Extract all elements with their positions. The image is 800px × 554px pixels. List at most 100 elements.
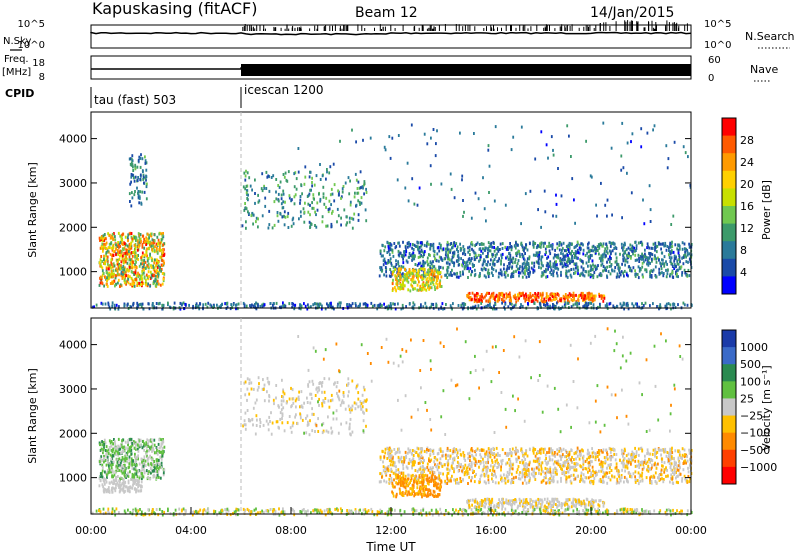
echo-point xyxy=(562,258,565,262)
echo-point xyxy=(353,195,356,199)
echo-point xyxy=(365,424,367,428)
echo-point xyxy=(103,258,105,262)
echo-point xyxy=(139,438,142,442)
echo-point xyxy=(593,298,596,302)
echo-point xyxy=(518,267,521,271)
echo-point xyxy=(157,282,160,286)
echo-point xyxy=(452,244,455,247)
echo-point xyxy=(643,466,645,470)
echo-point xyxy=(688,242,690,246)
echo-point xyxy=(483,207,486,211)
echo-point xyxy=(453,196,456,200)
echo-point xyxy=(492,253,494,257)
echo-point xyxy=(403,284,406,288)
echo-point xyxy=(556,271,558,275)
echo-point xyxy=(446,240,449,244)
echo-point xyxy=(347,377,350,381)
echo-point xyxy=(669,245,672,249)
echo-point xyxy=(580,272,583,276)
echo-point xyxy=(138,195,141,199)
echo-point xyxy=(335,417,338,421)
echo-point xyxy=(147,442,149,446)
echo-point xyxy=(618,275,621,279)
echo-point xyxy=(404,245,407,249)
echo-point xyxy=(430,268,433,272)
echo-point xyxy=(363,182,366,186)
echo-point xyxy=(325,224,327,228)
echo-point xyxy=(280,193,283,197)
echo-point xyxy=(220,304,222,307)
echo-point xyxy=(504,307,506,311)
echo-point xyxy=(356,191,359,195)
echo-point xyxy=(500,259,502,263)
echo-point xyxy=(254,192,256,195)
echo-point xyxy=(547,262,549,266)
echo-point xyxy=(229,307,232,311)
echo-point xyxy=(115,243,117,247)
echo-point xyxy=(108,233,111,237)
echo-point xyxy=(153,473,155,477)
echo-point xyxy=(565,471,567,475)
echo-point xyxy=(330,393,333,397)
echo-point xyxy=(510,273,513,277)
echo-point xyxy=(464,463,467,467)
echo-point xyxy=(503,267,505,271)
echo-point xyxy=(153,273,155,277)
echo-point xyxy=(506,246,509,250)
echo-point xyxy=(430,136,432,140)
echo-point xyxy=(686,250,689,254)
echo-point xyxy=(673,263,676,267)
echo-point xyxy=(586,296,589,300)
echo-point xyxy=(437,271,439,275)
echo-point xyxy=(119,487,122,491)
echo-point xyxy=(131,239,134,243)
echo-point xyxy=(557,293,560,297)
echo-point xyxy=(145,168,148,172)
echo-point xyxy=(140,302,142,306)
echo-point xyxy=(152,475,155,479)
echo-point xyxy=(523,258,526,262)
echo-point xyxy=(677,248,680,252)
echo-point xyxy=(311,412,314,416)
echo-point xyxy=(310,222,313,226)
echo-point xyxy=(509,294,511,298)
echo-point xyxy=(299,405,301,409)
echo-point xyxy=(397,262,400,266)
echo-point xyxy=(644,301,647,305)
echo-point xyxy=(143,253,146,257)
echo-point xyxy=(357,180,360,184)
echo-point xyxy=(188,303,190,307)
echo-point xyxy=(673,254,676,258)
echo-point xyxy=(288,302,291,306)
echo-point xyxy=(128,242,131,246)
echo-point xyxy=(474,272,477,276)
echo-point xyxy=(312,303,315,307)
echo-point xyxy=(404,253,407,257)
echo-point xyxy=(379,249,382,253)
echo-point xyxy=(424,284,426,288)
echo-point xyxy=(567,294,569,298)
echo-point xyxy=(606,260,608,264)
echo-point xyxy=(148,449,150,453)
echo-point xyxy=(102,478,105,482)
echo-point xyxy=(440,243,442,247)
echo-point xyxy=(225,302,228,306)
echo-point xyxy=(339,403,342,407)
echo-point xyxy=(623,274,625,278)
echo-point xyxy=(145,178,147,182)
echo-point xyxy=(285,178,288,182)
echo-point xyxy=(496,297,499,301)
echo-point xyxy=(587,241,590,245)
echo-point xyxy=(303,182,306,186)
echo-point xyxy=(130,232,133,235)
echo-point xyxy=(144,155,146,159)
echo-point xyxy=(462,262,464,266)
echo-point xyxy=(366,303,369,307)
echo-point xyxy=(558,297,561,301)
echo-point xyxy=(665,302,668,306)
echo-point xyxy=(131,173,134,177)
echo-point xyxy=(145,445,148,449)
echo-point xyxy=(521,451,524,455)
echo-point xyxy=(130,180,132,184)
echo-point xyxy=(515,252,517,256)
